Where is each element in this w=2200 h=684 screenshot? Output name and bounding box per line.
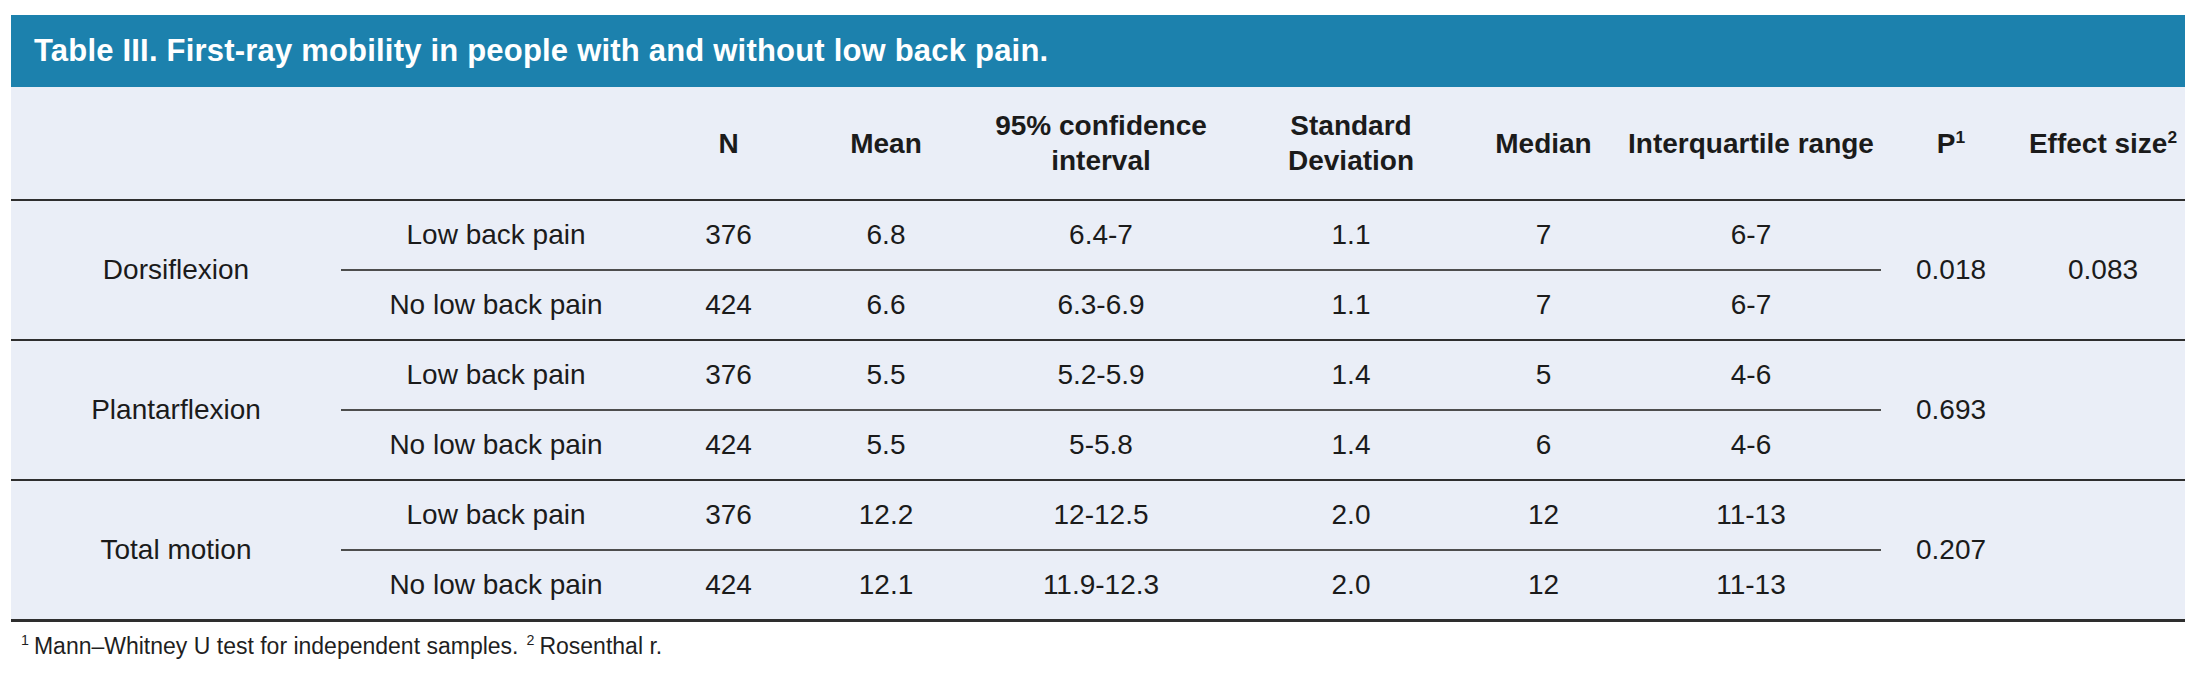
- mean-cell: 6.6: [806, 270, 966, 340]
- mean-cell: 12.2: [806, 480, 966, 550]
- header-n: N: [651, 87, 806, 200]
- sd-cell: 1.4: [1236, 410, 1466, 480]
- sd-cell: 1.1: [1236, 200, 1466, 270]
- p-value-cell: 0.018: [1881, 200, 2021, 340]
- condition-cell: No low back pain: [341, 550, 651, 621]
- iqr-cell: 6-7: [1621, 200, 1881, 270]
- header-interquartile-range: Interquartile range: [1621, 87, 1881, 200]
- n-cell: 424: [651, 550, 806, 621]
- header-p-value: P1: [1881, 87, 2021, 200]
- group-label-plantarflexion: Plantarflexion: [11, 340, 341, 480]
- mean-cell: 12.1: [806, 550, 966, 621]
- n-cell: 424: [651, 410, 806, 480]
- median-cell: 12: [1466, 480, 1621, 550]
- ci-cell: 5.2-5.9: [966, 340, 1236, 410]
- effect-size-label: Effect size: [2029, 128, 2168, 159]
- n-cell: 376: [651, 480, 806, 550]
- footnote-text-1: Mann–Whitney U test for independent samp…: [34, 633, 519, 659]
- group-dorsiflexion: Dorsiflexion Low back pain 376 6.8 6.4-7…: [11, 200, 2185, 340]
- sd-cell: 1.4: [1236, 340, 1466, 410]
- sd-cell: 1.1: [1236, 270, 1466, 340]
- table-row: Total motion Low back pain 376 12.2 12-1…: [11, 480, 2185, 550]
- table-iii-card: Table III. First-ray mobility in people …: [11, 15, 2185, 660]
- p-value-cell: 0.693: [1881, 340, 2021, 480]
- first-ray-mobility-table: N Mean 95% confidence interval Standard …: [11, 87, 2185, 622]
- p-label: P: [1937, 128, 1956, 159]
- header-confidence-interval: 95% confidence interval: [966, 87, 1236, 200]
- footnote-superscript-1: 1: [21, 632, 29, 648]
- header-empty-rowlabel: [11, 87, 341, 200]
- condition-cell: Low back pain: [341, 200, 651, 270]
- footnote-superscript-2: 2: [526, 632, 534, 648]
- mean-cell: 5.5: [806, 340, 966, 410]
- table-title: Table III. First-ray mobility in people …: [34, 33, 1048, 69]
- p-value-cell: 0.207: [1881, 480, 2021, 621]
- table-row: Dorsiflexion Low back pain 376 6.8 6.4-7…: [11, 200, 2185, 270]
- median-cell: 7: [1466, 270, 1621, 340]
- effect-size-cell: 0.083: [2021, 200, 2185, 340]
- n-cell: 376: [651, 200, 806, 270]
- sd-cell: 2.0: [1236, 550, 1466, 621]
- effect-size-superscript: 2: [2167, 126, 2177, 146]
- p-superscript: 1: [1956, 126, 1966, 146]
- ci-cell: 11.9-12.3: [966, 550, 1236, 621]
- iqr-cell: 11-13: [1621, 550, 1881, 621]
- iqr-cell: 4-6: [1621, 340, 1881, 410]
- header-row: N Mean 95% confidence interval Standard …: [11, 87, 2185, 200]
- ci-cell: 6.3-6.9: [966, 270, 1236, 340]
- effect-size-cell: [2021, 340, 2185, 480]
- page: Table III. First-ray mobility in people …: [0, 0, 2200, 684]
- header-mean: Mean: [806, 87, 966, 200]
- iqr-cell: 6-7: [1621, 270, 1881, 340]
- header-standard-deviation: Standard Deviation: [1236, 87, 1466, 200]
- condition-cell: No low back pain: [341, 270, 651, 340]
- footnote-text-2: Rosenthal r.: [539, 633, 662, 659]
- median-cell: 12: [1466, 550, 1621, 621]
- header-effect-size: Effect size2: [2021, 87, 2185, 200]
- sd-cell: 2.0: [1236, 480, 1466, 550]
- header-empty-condition: [341, 87, 651, 200]
- median-cell: 6: [1466, 410, 1621, 480]
- table-title-bar: Table III. First-ray mobility in people …: [11, 15, 2185, 87]
- ci-cell: 6.4-7: [966, 200, 1236, 270]
- mean-cell: 5.5: [806, 410, 966, 480]
- median-cell: 7: [1466, 200, 1621, 270]
- median-cell: 5: [1466, 340, 1621, 410]
- table-row: Plantarflexion Low back pain 376 5.5 5.2…: [11, 340, 2185, 410]
- n-cell: 376: [651, 340, 806, 410]
- ci-cell: 5-5.8: [966, 410, 1236, 480]
- n-cell: 424: [651, 270, 806, 340]
- group-label-total-motion: Total motion: [11, 480, 341, 621]
- footnote: 1 Mann–Whitney U test for independent sam…: [11, 622, 2185, 660]
- group-label-dorsiflexion: Dorsiflexion: [11, 200, 341, 340]
- ci-cell: 12-12.5: [966, 480, 1236, 550]
- group-plantarflexion: Plantarflexion Low back pain 376 5.5 5.2…: [11, 340, 2185, 480]
- iqr-cell: 4-6: [1621, 410, 1881, 480]
- mean-cell: 6.8: [806, 200, 966, 270]
- condition-cell: Low back pain: [341, 480, 651, 550]
- condition-cell: Low back pain: [341, 340, 651, 410]
- condition-cell: No low back pain: [341, 410, 651, 480]
- group-total-motion: Total motion Low back pain 376 12.2 12-1…: [11, 480, 2185, 621]
- iqr-cell: 11-13: [1621, 480, 1881, 550]
- effect-size-cell: [2021, 480, 2185, 621]
- header-median: Median: [1466, 87, 1621, 200]
